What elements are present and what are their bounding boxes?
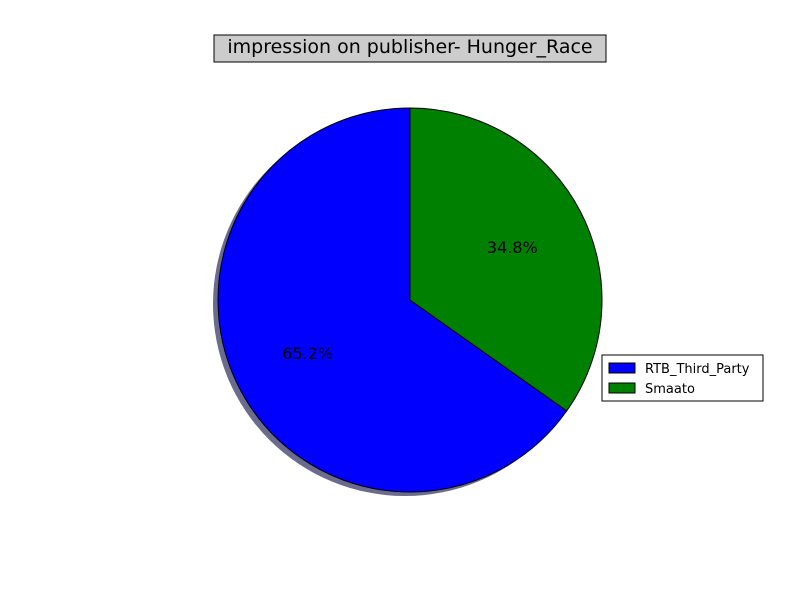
legend-swatch-rtb-third-party — [608, 362, 636, 374]
title-box — [213, 34, 607, 63]
legend-label-smaato: Smaato — [645, 382, 695, 397]
pie-slices — [217, 107, 603, 493]
pct-label-rtb-third-party: 65.2% — [282, 344, 333, 363]
pie-slice-rtb-third-party — [217, 107, 568, 493]
title-text: impression on publisher- Hunger_Race — [227, 36, 592, 58]
legend-label-rtb-third-party: RTB_Third_Party — [645, 362, 750, 377]
pct-label-smaato: 34.8% — [487, 238, 538, 257]
pie-slice-smaato — [409, 107, 603, 412]
pct-labels: 65.2% 34.8% — [282, 238, 537, 363]
legend-swatch-smaato — [608, 382, 636, 394]
chart-title: impression on publisher- Hunger_Race — [213, 34, 607, 63]
legend: RTB_Third_Party Smaato — [601, 354, 764, 402]
